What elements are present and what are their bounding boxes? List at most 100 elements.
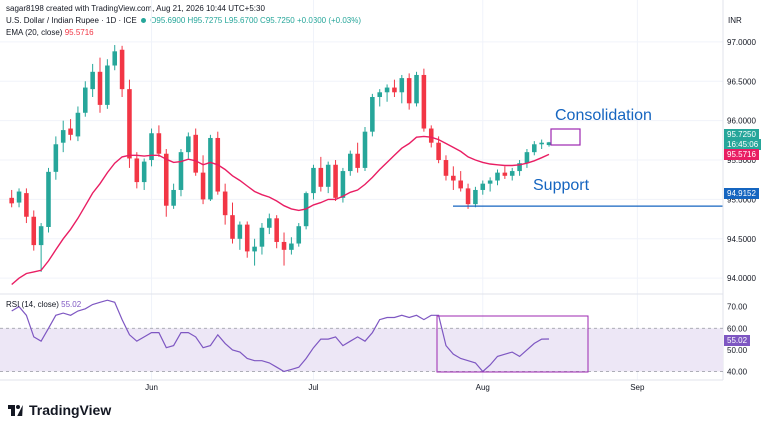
candle-body — [289, 243, 294, 250]
tradingview-logo-icon — [8, 404, 26, 416]
candle-body — [377, 92, 383, 98]
candle-body — [83, 87, 88, 113]
candle-body — [119, 49, 125, 90]
candle-body — [237, 224, 243, 239]
rsi-legend[interactable]: RSI (14, close) 55.02 — [6, 300, 81, 309]
candle-body — [134, 158, 140, 183]
candle-body — [384, 87, 390, 93]
candle-body — [355, 153, 360, 168]
symbol-line: U.S. Dollar / Indian Rupee · 1D · ICE O9… — [6, 16, 361, 25]
candle-body — [392, 87, 397, 93]
rsi-tick-label: 60.00 — [727, 324, 748, 333]
candle-body — [443, 160, 449, 176]
candle-body — [171, 189, 176, 206]
price-tick-label: 95.0000 — [727, 195, 756, 204]
tradingview-logo-text: TradingView — [29, 402, 112, 418]
price-tick-label: 96.5000 — [727, 77, 756, 86]
candle-body — [532, 144, 537, 153]
rsi-line — [11, 299, 550, 373]
symbol-title[interactable]: U.S. Dollar / Indian Rupee · 1D · ICE — [6, 16, 137, 25]
price-grid — [0, 41, 723, 279]
time-axis: Jun Jul Aug Sep — [145, 383, 645, 392]
rsi-tick-label: 70.00 — [727, 303, 748, 312]
candle-body — [149, 133, 154, 161]
candle-body — [60, 130, 66, 143]
candle-body — [333, 164, 338, 198]
candle-body — [340, 171, 346, 198]
candle-body — [502, 172, 508, 176]
candle-body — [105, 65, 110, 105]
candle-body — [399, 78, 405, 93]
candle-body — [112, 51, 118, 66]
candle-body — [436, 142, 441, 161]
candle-body — [163, 153, 169, 206]
rsi-band — [0, 328, 723, 372]
candle-body — [16, 191, 22, 203]
ema-legend[interactable]: EMA (20, close) 95.5716 — [6, 28, 94, 37]
candle-body — [193, 134, 198, 173]
price-tick-label: 95.5000 — [727, 156, 756, 165]
candle-body — [230, 215, 235, 239]
rsi-tick-label: 50.00 — [727, 346, 748, 355]
consolidation-box — [550, 128, 581, 146]
candle-body — [487, 180, 493, 184]
countdown-tag: 16:45:06 — [724, 139, 762, 150]
candle-body — [244, 224, 250, 252]
rsi-label: RSI (14, close) — [6, 300, 59, 309]
support-price-tag: 94.9152 — [724, 188, 759, 199]
candle-body — [31, 216, 37, 246]
candle-body — [546, 142, 552, 146]
candle-body — [465, 188, 471, 205]
candle-body — [97, 71, 103, 105]
candle-body — [274, 218, 279, 242]
candle-body — [90, 71, 95, 90]
candle-body — [24, 193, 29, 217]
price-tick-label: 96.0000 — [727, 117, 756, 126]
candle-body — [68, 128, 73, 135]
tradingview-logo[interactable]: TradingView — [8, 402, 111, 418]
last-price-tag: 95.7250 — [724, 129, 759, 140]
ema-label: EMA (20, close) — [6, 28, 63, 37]
candle-body — [347, 153, 353, 172]
ema-legend-value: 95.5716 — [64, 28, 94, 37]
rsi-panel: 70.00 60.00 50.00 40.00 — [0, 299, 748, 377]
support-label: Support — [533, 177, 590, 194]
candle-body — [141, 161, 147, 183]
candle-body — [421, 74, 427, 129]
ema-line — [11, 135, 550, 286]
price-axis: 94.0000 94.5000 95.0000 95.5000 96.0000 96.50… — [727, 38, 756, 283]
price-tick-label: 94.0000 — [727, 274, 756, 283]
candle-body — [75, 112, 81, 137]
candle-body — [509, 171, 515, 176]
candle-body — [296, 226, 302, 244]
candle-body — [480, 183, 486, 190]
candle-body — [178, 152, 184, 190]
candle-body — [406, 78, 412, 104]
candle-body — [524, 152, 530, 164]
candle-body — [539, 142, 544, 145]
candle-body — [370, 97, 375, 132]
candle-body — [222, 191, 228, 216]
rsi-legend-value: 55.02 — [61, 300, 82, 309]
ema-price-tag: 95.5716 — [724, 149, 759, 160]
candle-body — [451, 175, 456, 181]
time-tick-label: Jun — [145, 383, 158, 392]
candle-body — [208, 137, 213, 200]
candle-body — [517, 163, 522, 172]
candle-body — [362, 131, 368, 168]
time-tick-label: Sep — [630, 383, 645, 392]
candle-body — [267, 218, 272, 228]
candle-body — [46, 171, 51, 227]
candle-series — [9, 45, 552, 272]
candle-body — [458, 180, 463, 189]
candle-body — [252, 246, 257, 252]
candle-body — [325, 164, 331, 187]
ohlc-values: O95.6900 H95.7275 L95.6700 C95.7250 +0.0… — [150, 16, 362, 25]
green-dot-icon — [140, 18, 146, 23]
candle-body — [318, 167, 324, 187]
currency-label: INR — [728, 16, 742, 25]
candle-body — [53, 144, 59, 172]
price-tick-label: 94.5000 — [727, 235, 756, 244]
